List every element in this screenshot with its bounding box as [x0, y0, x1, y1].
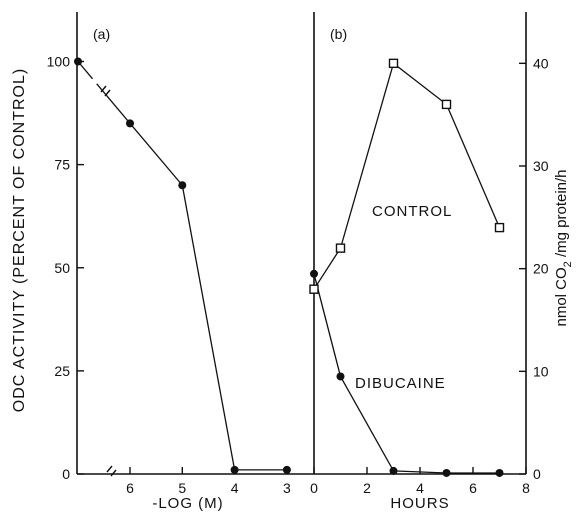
series-label-control: CONTROL — [372, 203, 452, 220]
panel-a-x-tick-label: 4 — [231, 480, 239, 496]
data-point-dibucaine — [495, 468, 504, 477]
panel-a-y-axis-title: ODC ACTIVITY (PERCENT OF CONTROL) — [11, 68, 28, 412]
data-point-control — [388, 58, 399, 69]
panel-a-x-tick-label: 6 — [126, 480, 134, 496]
panel-a-x-tick-label: 5 — [178, 480, 186, 496]
panel-a-y-tick-label: 25 — [54, 363, 70, 379]
panel-a-data-point — [282, 465, 291, 474]
panel-a-x-ticks: 6 5 4 3 — [126, 467, 291, 496]
panel-b-y-tick-label: 20 — [533, 261, 549, 277]
panel-b-label: (b) — [330, 26, 347, 42]
panel-a-y-tick-label: 100 — [47, 54, 71, 70]
panel-b-y-tick-label: 0 — [533, 466, 541, 482]
panel-a: (a) ODC ACTIVITY (PERCENT OF CONTROL) -L… — [11, 12, 314, 512]
panel-b-x-tick-label: 8 — [522, 480, 530, 496]
panel-a-points — [74, 57, 291, 474]
panel-a-lines — [77, 61, 287, 471]
panel-b-y-tick-label: 30 — [533, 158, 549, 174]
panel-b-y-ticks: 0 10 20 30 40 — [519, 55, 549, 482]
panel-a-line-segment — [96, 83, 131, 124]
panel-a-data-point — [74, 57, 82, 66]
panel-a-data-point — [126, 119, 134, 128]
panel-a-axis-break-marks — [100, 85, 117, 477]
panel-b-y-tick-label: 10 — [533, 363, 549, 379]
panel-b: (b) nmol CO2 /mg protein/h HOURS 0102030… — [309, 12, 574, 512]
data-point-control — [494, 222, 505, 233]
panel-a-data-point — [178, 181, 187, 190]
data-point-dibucaine — [442, 468, 451, 477]
data-point-dibucaine — [336, 372, 345, 381]
panel-b-x-axis-title: HOURS — [390, 495, 449, 512]
panel-a-y-tick-label: 0 — [62, 466, 70, 482]
series-line-control — [313, 62, 501, 290]
panel-b-x-ticks: 0 2 4 6 8 — [310, 467, 530, 496]
panel-b-x-tick-label: 6 — [469, 480, 477, 496]
series-label-dibucaine: DIBUCAINE — [355, 375, 446, 392]
panel-b-x-tick-label: 0 — [310, 480, 318, 496]
data-point-control — [441, 99, 452, 110]
panel-a-line-segment — [181, 185, 236, 470]
panel-b-y-tick-label: 40 — [533, 55, 549, 71]
panel-a-label: (a) — [93, 26, 110, 42]
panel-b-x-tick-label: 4 — [416, 480, 424, 496]
data-point-control — [335, 243, 346, 253]
panel-a-y-tick-label: 50 — [54, 260, 70, 276]
data-point-dibucaine — [389, 466, 398, 475]
panel-b-x-tick-label: 2 — [363, 480, 371, 496]
panel-a-x-axis-title: -LOG (M) — [152, 495, 223, 512]
panel-b-y-axis-title: nmol CO2 /mg protein/h — [553, 169, 574, 326]
data-point-dibucaine — [310, 269, 318, 278]
panel-b-points — [309, 58, 505, 477]
panel-a-y-ticks: 0 25 50 75 100 — [47, 54, 84, 482]
data-point-control — [309, 284, 319, 294]
panel-b-lines — [313, 62, 501, 474]
panel-a-y-tick-label: 75 — [54, 157, 70, 173]
panel-a-data-point — [230, 465, 239, 474]
panel-a-line-segment — [129, 122, 183, 186]
panel-a-x-tick-label: 3 — [283, 480, 291, 496]
